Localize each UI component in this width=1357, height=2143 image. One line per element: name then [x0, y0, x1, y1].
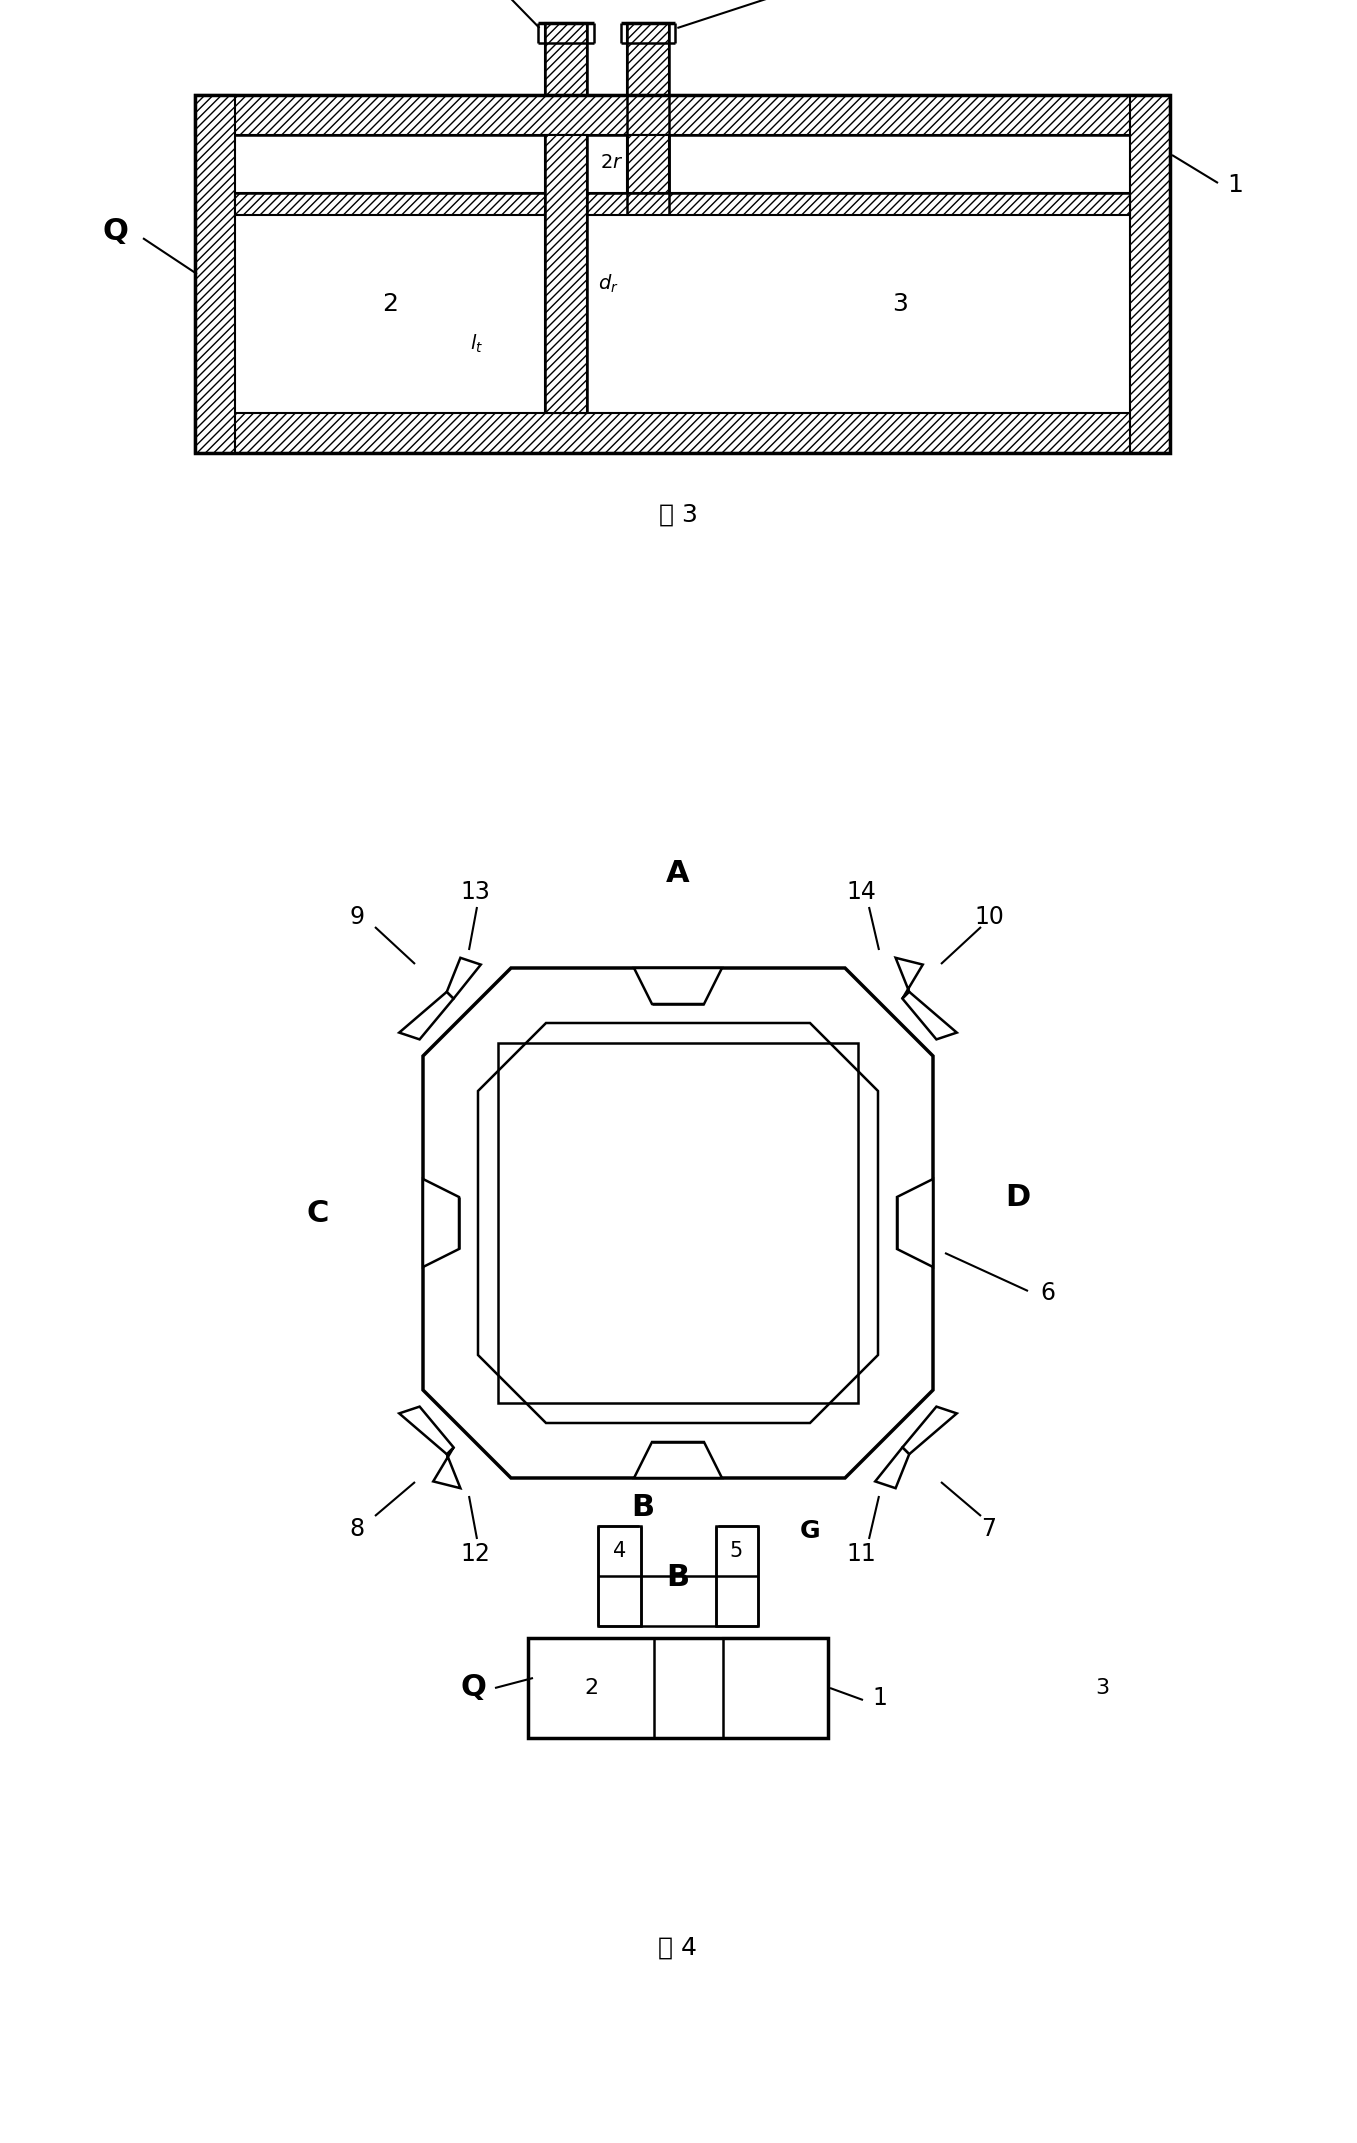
- Bar: [723, 1637, 828, 1738]
- Bar: [195, 414, 1170, 452]
- Text: Q: Q: [102, 216, 128, 246]
- Bar: [235, 193, 1130, 214]
- Polygon shape: [634, 969, 722, 1005]
- Text: 3: 3: [892, 291, 908, 317]
- Polygon shape: [875, 1447, 909, 1487]
- Text: B: B: [666, 1564, 689, 1592]
- Polygon shape: [896, 958, 923, 999]
- Text: 3: 3: [1095, 1678, 1110, 1697]
- Bar: [195, 94, 1170, 135]
- Bar: [544, 135, 586, 414]
- Text: A: A: [666, 859, 689, 887]
- Polygon shape: [423, 1179, 459, 1267]
- Text: $l_t$: $l_t$: [470, 332, 483, 356]
- Text: 11: 11: [847, 1543, 875, 1567]
- Polygon shape: [897, 1179, 934, 1267]
- Text: 4: 4: [613, 1541, 627, 1560]
- Text: 1: 1: [1227, 174, 1243, 197]
- Polygon shape: [902, 992, 957, 1039]
- Polygon shape: [399, 992, 453, 1039]
- Polygon shape: [902, 1406, 957, 1455]
- Text: 图 4: 图 4: [658, 1935, 697, 1961]
- Text: 2: 2: [381, 291, 398, 317]
- Text: 13: 13: [460, 881, 490, 904]
- Polygon shape: [446, 958, 480, 999]
- Text: 6: 6: [1041, 1282, 1056, 1305]
- Text: G: G: [795, 0, 821, 2]
- Text: 7: 7: [981, 1517, 996, 1541]
- Polygon shape: [399, 1406, 453, 1455]
- Bar: [195, 94, 235, 452]
- Text: 1: 1: [873, 1687, 887, 1710]
- Text: D: D: [1006, 1183, 1030, 1213]
- Bar: [627, 135, 669, 193]
- Bar: [544, 24, 586, 94]
- Text: $2r$: $2r$: [600, 154, 624, 171]
- Text: 9: 9: [350, 904, 365, 930]
- Bar: [528, 1637, 828, 1738]
- Bar: [1130, 94, 1170, 452]
- Bar: [598, 1526, 641, 1627]
- Text: Q: Q: [460, 1674, 486, 1702]
- Bar: [715, 1526, 759, 1627]
- Text: 8: 8: [350, 1517, 365, 1541]
- Polygon shape: [634, 1442, 722, 1479]
- Text: 14: 14: [845, 881, 875, 904]
- Text: $d_r$: $d_r$: [598, 272, 619, 296]
- Bar: [627, 24, 669, 94]
- Bar: [195, 94, 1170, 452]
- Polygon shape: [423, 969, 934, 1479]
- Text: 12: 12: [460, 1543, 490, 1567]
- Text: 10: 10: [974, 904, 1004, 930]
- Text: 5: 5: [729, 1541, 742, 1560]
- Text: B: B: [631, 1494, 654, 1522]
- Polygon shape: [433, 1447, 460, 1487]
- Polygon shape: [498, 1044, 858, 1404]
- Text: 图 3: 图 3: [658, 504, 697, 527]
- Text: 2: 2: [584, 1678, 598, 1697]
- Text: C: C: [307, 1198, 330, 1228]
- Text: G: G: [799, 1519, 821, 1543]
